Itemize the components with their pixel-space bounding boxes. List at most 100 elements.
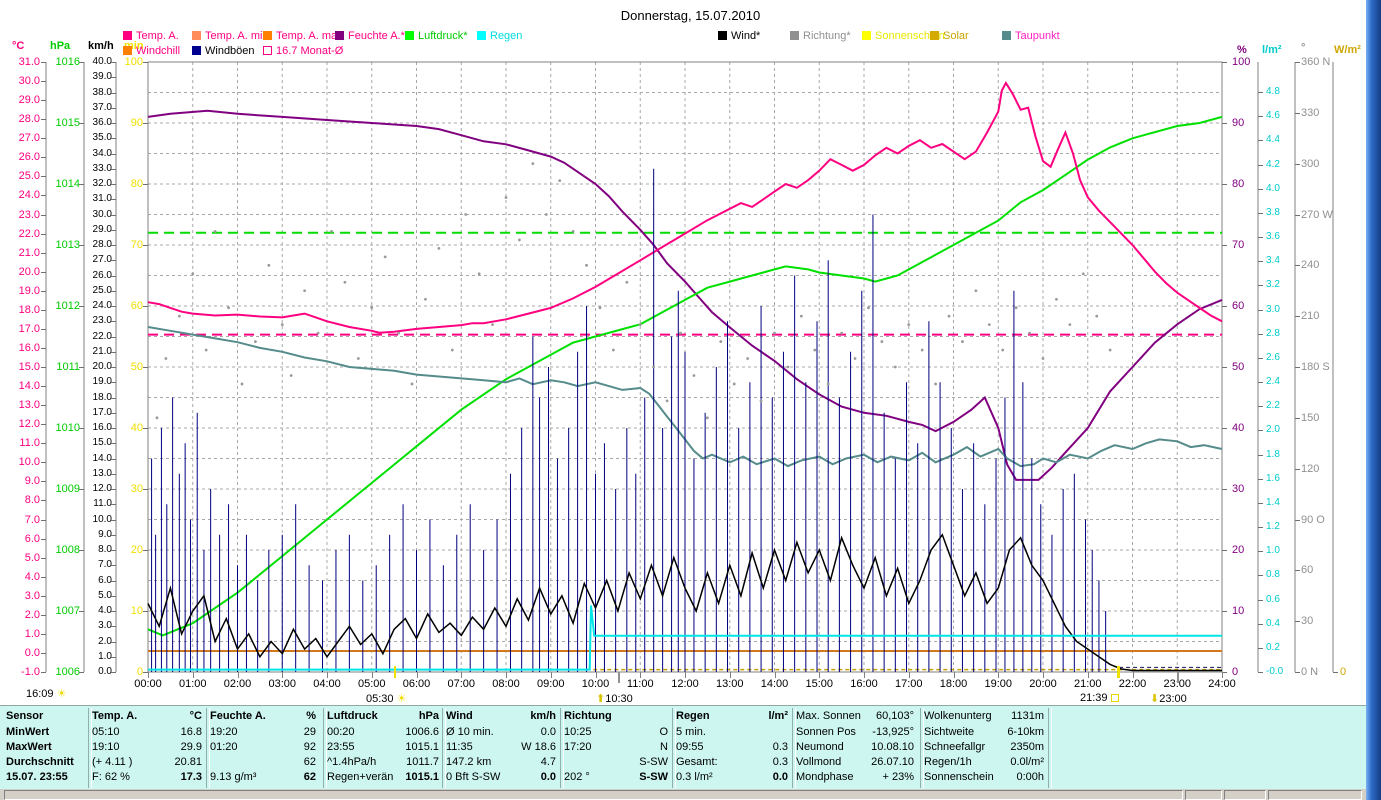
pct-tick-label: 20 xyxy=(1232,544,1245,556)
degC-tick-label: 14.0 xyxy=(18,380,40,393)
table-cell: Ø 10 min. 0.0 xyxy=(446,725,556,739)
x-tick-label: 19:00 xyxy=(984,678,1013,690)
kmh-tick-label: 9.0 xyxy=(98,528,112,540)
legend-item-temp-a-max: Temp. A. max xyxy=(263,30,343,42)
degC-tick xyxy=(41,271,46,273)
cell-label: Wolkenunterg xyxy=(924,710,992,722)
hPa-tick xyxy=(79,611,84,612)
table-separator xyxy=(672,708,676,788)
hPa-tick-label: 1007 xyxy=(55,605,80,617)
series-Regen xyxy=(148,605,1222,671)
degC-tick-label: 8.0 xyxy=(24,494,40,507)
hPa-tick xyxy=(79,550,84,551)
kmh-tick xyxy=(111,77,116,79)
x-tick-label: 24:00 xyxy=(1208,678,1236,690)
table-cell: Temp. A. °C xyxy=(92,709,202,723)
kmh-tick xyxy=(111,519,116,521)
series-Wind xyxy=(147,533,1222,672)
kmh-tick xyxy=(111,107,116,109)
legend-item-regen: Regen xyxy=(477,30,522,42)
cell-label: 23:55 xyxy=(327,741,355,753)
x-tick xyxy=(685,672,686,678)
kmh-tick-label: 14.0 xyxy=(92,452,112,464)
legend-label: Temp. A. min xyxy=(205,30,269,42)
degC-tick-label: 7.0 xyxy=(24,513,40,526)
kmh-tick xyxy=(111,397,116,399)
degC-tick xyxy=(41,328,46,330)
lm2-tick-label: 3.4 xyxy=(1266,255,1280,267)
cell-value: N xyxy=(660,741,668,753)
legend-color-box xyxy=(123,31,132,40)
statusbar-segment xyxy=(4,790,1183,800)
x-tick-label: 05:00 xyxy=(357,678,386,690)
legend-label: Windchill xyxy=(136,45,181,57)
x-tick xyxy=(595,672,597,678)
legend-color-box xyxy=(192,46,201,55)
degC-tick-label: 22.0 xyxy=(18,227,40,240)
series-Temp. A. xyxy=(147,81,1223,334)
kmh-tick-label: 12.0 xyxy=(92,483,112,494)
statusbar-segment xyxy=(1224,790,1266,800)
deg-tick xyxy=(1295,316,1300,318)
deg-tick-label: 360 N xyxy=(1301,56,1331,68)
pct-tick-label: 30 xyxy=(1232,483,1245,495)
deg-tick-label: 60 xyxy=(1301,564,1314,577)
sunset-marker: 21:39 xyxy=(1080,692,1119,704)
wm2-tick xyxy=(1333,672,1338,673)
cell-value: 29 xyxy=(303,726,316,738)
pct-tick-label: 80 xyxy=(1232,178,1245,190)
cell-value: 10.08.10 xyxy=(871,741,914,753)
min-tick-label: 70 xyxy=(130,239,143,251)
legend-label: Richtung* xyxy=(803,30,851,42)
min-tick xyxy=(143,550,148,551)
cell-label: MaxWert xyxy=(6,741,52,753)
degC-tick-label: -1.0 xyxy=(21,666,40,678)
table-cell: Sensor xyxy=(6,709,86,723)
lm2-tick-label: 0.8 xyxy=(1266,569,1280,581)
lm2-tick xyxy=(1258,92,1263,93)
cell-value: 60,103° xyxy=(875,710,914,722)
table-separator xyxy=(206,708,210,788)
table-cell: Gesamt: 0.3 xyxy=(676,755,788,769)
cell-value: O xyxy=(659,726,668,738)
deg-tick xyxy=(1295,112,1300,114)
degC-tick-label: 12.0 xyxy=(18,418,40,431)
x-tick-label: 20:00 xyxy=(1029,678,1057,690)
lm2-tick xyxy=(1258,502,1263,504)
cell-label: Sonnenschein xyxy=(924,771,994,783)
degC-tick xyxy=(41,252,46,254)
cell-value: 16.8 xyxy=(180,726,202,738)
lm2-tick-label: 0.2 xyxy=(1266,641,1280,653)
cell-label: Gesamt: xyxy=(676,756,718,768)
degC-tick-label: 29.0 xyxy=(18,94,40,107)
kmh-tick xyxy=(111,550,116,551)
cell-value: km/h xyxy=(530,710,556,722)
min-tick xyxy=(143,123,148,124)
hPa-tick-label: 1016 xyxy=(55,56,80,68)
hPa-tick-label: 1011 xyxy=(56,361,80,373)
sun-icon: ☀ xyxy=(396,693,407,705)
cell-label: Sonnen Pos xyxy=(796,726,856,738)
cell-label: Neumond xyxy=(796,741,844,753)
table-cell: Schneefallgr 2350m xyxy=(924,740,1044,754)
table-cell: Regen/1h 0.0l/m² xyxy=(924,755,1044,769)
pct-tick xyxy=(1222,62,1227,63)
cell-label: 202 ° xyxy=(564,771,590,783)
axis-header-kmh: km/h xyxy=(88,40,114,52)
degC-tick-label: 1.0 xyxy=(24,627,40,640)
lm2-tick xyxy=(1258,406,1263,408)
x-tick xyxy=(908,672,910,678)
pct-tick-label: 60 xyxy=(1232,300,1245,312)
degC-tick xyxy=(41,309,46,311)
kmh-tick xyxy=(111,428,116,429)
kmh-tick xyxy=(111,168,116,170)
hPa-tick xyxy=(79,672,84,673)
kmh-tick-label: 30.0 xyxy=(92,208,112,220)
legend-color-box xyxy=(192,31,201,40)
lm2-tick-label: 3.6 xyxy=(1266,231,1280,242)
legend-label: Wind* xyxy=(731,30,761,42)
table-cell: Sonnenschein 0:00h xyxy=(924,770,1044,784)
table-cell: Wind km/h xyxy=(446,709,556,723)
kmh-tick xyxy=(111,275,116,277)
cell-value: 0.3 xyxy=(772,741,788,753)
